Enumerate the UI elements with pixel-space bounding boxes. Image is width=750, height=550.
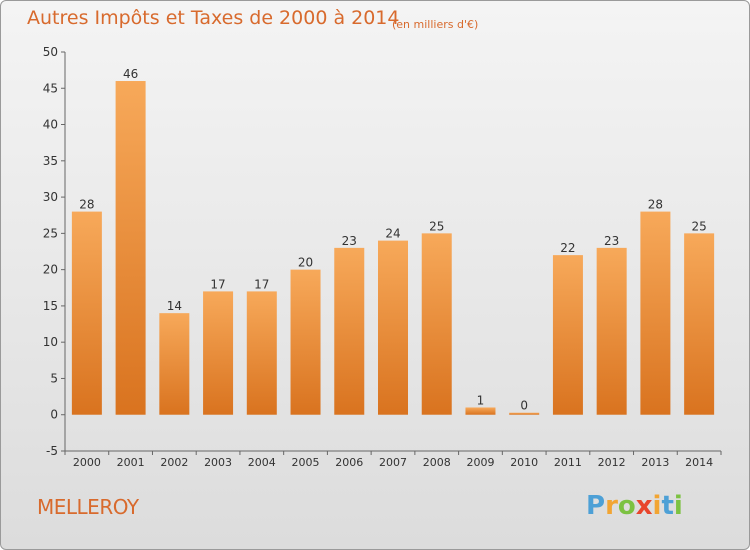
data-label: 1 <box>477 393 485 407</box>
logo-letter: P <box>586 491 606 521</box>
bar-2011 <box>552 255 583 415</box>
x-tick-label: 2010 <box>510 456 538 469</box>
x-tick-label: 2009 <box>466 456 494 469</box>
data-label: 46 <box>123 67 138 81</box>
proxiti-logo: Proxiti <box>586 491 683 521</box>
y-tick-label: 5 <box>50 371 58 385</box>
logo-letter: x <box>635 491 653 521</box>
x-tick-label: 2008 <box>423 456 451 469</box>
y-tick-label: -5 <box>46 444 58 458</box>
data-label: 17 <box>210 277 225 291</box>
data-label: 23 <box>604 234 619 248</box>
bar-2004 <box>246 291 277 415</box>
x-tick-label: 2004 <box>248 456 276 469</box>
bars <box>71 81 715 415</box>
y-tick-label: 15 <box>43 299 58 313</box>
bar-2008 <box>421 233 452 415</box>
y-tick-label: 30 <box>43 190 58 204</box>
bar-2005 <box>290 269 321 415</box>
x-tick-label: 2012 <box>598 456 626 469</box>
bar-2006 <box>334 247 365 415</box>
bar-2000 <box>71 211 102 415</box>
bar-2007 <box>378 240 408 415</box>
bar-2010 <box>509 412 540 415</box>
y-tick-label: 10 <box>43 335 58 349</box>
y-tick-label: 40 <box>43 118 58 132</box>
bar-2013 <box>640 211 671 415</box>
logo-letter: t <box>661 491 674 521</box>
logo-letter: i <box>652 491 662 521</box>
x-tick-label: 2003 <box>204 456 232 469</box>
data-label: 20 <box>298 256 313 270</box>
data-label: 25 <box>429 219 444 233</box>
x-tick-label: 2001 <box>117 456 145 469</box>
commune-name: MELLEROY <box>37 495 139 519</box>
data-labels: 28 46 14 17 17 20 23 24 25 1 0 22 23 28 25 <box>79 67 707 413</box>
bar-2003 <box>203 291 234 415</box>
x-tick-label: 2000 <box>73 456 101 469</box>
logo-letter: r <box>605 491 618 521</box>
x-tick-label: 2013 <box>641 456 669 469</box>
logo-letter: i <box>673 491 683 521</box>
data-label: 28 <box>79 198 94 212</box>
data-label: 23 <box>342 234 357 248</box>
data-label: 25 <box>691 219 706 233</box>
x-tick-label: 2011 <box>554 456 582 469</box>
data-label: 17 <box>254 277 269 291</box>
x-tick-label: 2002 <box>160 456 188 469</box>
bar-2012 <box>596 247 627 415</box>
y-tick-label: 0 <box>50 408 58 422</box>
x-tick-label: 2006 <box>335 456 363 469</box>
y-tick-label: 20 <box>43 263 58 277</box>
data-label: 0 <box>520 399 528 413</box>
data-label: 22 <box>560 241 575 255</box>
x-tick-label: 2007 <box>379 456 407 469</box>
bar-2014 <box>684 233 715 415</box>
bar-2002 <box>159 313 190 415</box>
data-label: 24 <box>385 227 400 241</box>
data-label: 28 <box>648 198 663 212</box>
bar-2001 <box>115 81 146 415</box>
data-label: 14 <box>167 299 182 313</box>
x-tick-label: 2005 <box>292 456 320 469</box>
chart-subtitle: (en milliers d'€) <box>392 18 479 31</box>
y-tick-label: 25 <box>43 226 58 240</box>
y-tick-label: 45 <box>43 81 58 95</box>
bar-2009 <box>465 407 496 415</box>
y-tick-label: 35 <box>43 154 58 168</box>
y-tick-label: 50 <box>43 45 58 59</box>
x-tick-label: 2014 <box>685 456 713 469</box>
chart-title: Autres Impôts et Taxes de 2000 à 2014 <box>27 7 400 29</box>
logo-letter: o <box>617 491 636 521</box>
